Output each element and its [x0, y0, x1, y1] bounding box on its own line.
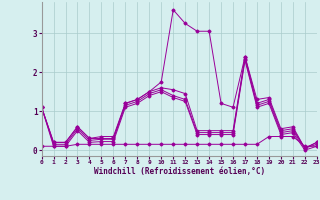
X-axis label: Windchill (Refroidissement éolien,°C): Windchill (Refroidissement éolien,°C) [94, 167, 265, 176]
